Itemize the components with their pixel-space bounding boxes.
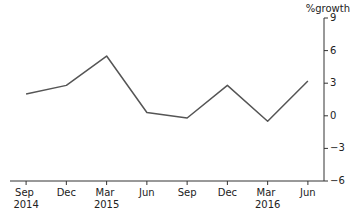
x-axis-line bbox=[10, 181, 324, 182]
plot-area bbox=[26, 56, 308, 121]
x-tick-label: Dec bbox=[57, 187, 76, 198]
x-tick bbox=[26, 181, 27, 185]
x-tick-label: Sep bbox=[178, 187, 197, 198]
chart-container: −6−30369Sep 2014DecMar 2015JunSepDecMar … bbox=[0, 0, 354, 213]
y-tick bbox=[324, 18, 328, 19]
y-tick bbox=[324, 148, 328, 149]
x-tick bbox=[106, 181, 107, 185]
series-line bbox=[26, 56, 308, 121]
x-tick bbox=[66, 181, 67, 185]
x-tick bbox=[187, 181, 188, 185]
x-tick-label: Jun bbox=[299, 187, 316, 198]
x-tick bbox=[307, 181, 308, 185]
y-tick-label: 3 bbox=[330, 77, 336, 88]
x-tick bbox=[267, 181, 268, 185]
chart: −6−30369Sep 2014DecMar 2015JunSepDecMar … bbox=[0, 0, 354, 213]
y-tick bbox=[324, 50, 328, 51]
y-axis-label: %growth bbox=[306, 3, 350, 14]
x-tick-label: Mar 2016 bbox=[255, 187, 280, 210]
y-tick bbox=[324, 83, 328, 84]
x-tick-label: Sep 2014 bbox=[13, 187, 38, 210]
y-axis-line bbox=[324, 18, 325, 181]
y-tick-label: −3 bbox=[330, 142, 345, 153]
x-tick bbox=[146, 181, 147, 185]
x-tick-label: Jun bbox=[138, 187, 155, 198]
x-tick bbox=[227, 181, 228, 185]
x-tick-label: Mar 2015 bbox=[94, 187, 119, 210]
y-tick-label: 0 bbox=[330, 110, 336, 121]
y-tick-label: −6 bbox=[330, 175, 345, 186]
y-tick bbox=[324, 115, 328, 116]
y-tick-label: 6 bbox=[330, 45, 336, 56]
y-tick bbox=[324, 181, 328, 182]
x-tick-label: Dec bbox=[218, 187, 237, 198]
